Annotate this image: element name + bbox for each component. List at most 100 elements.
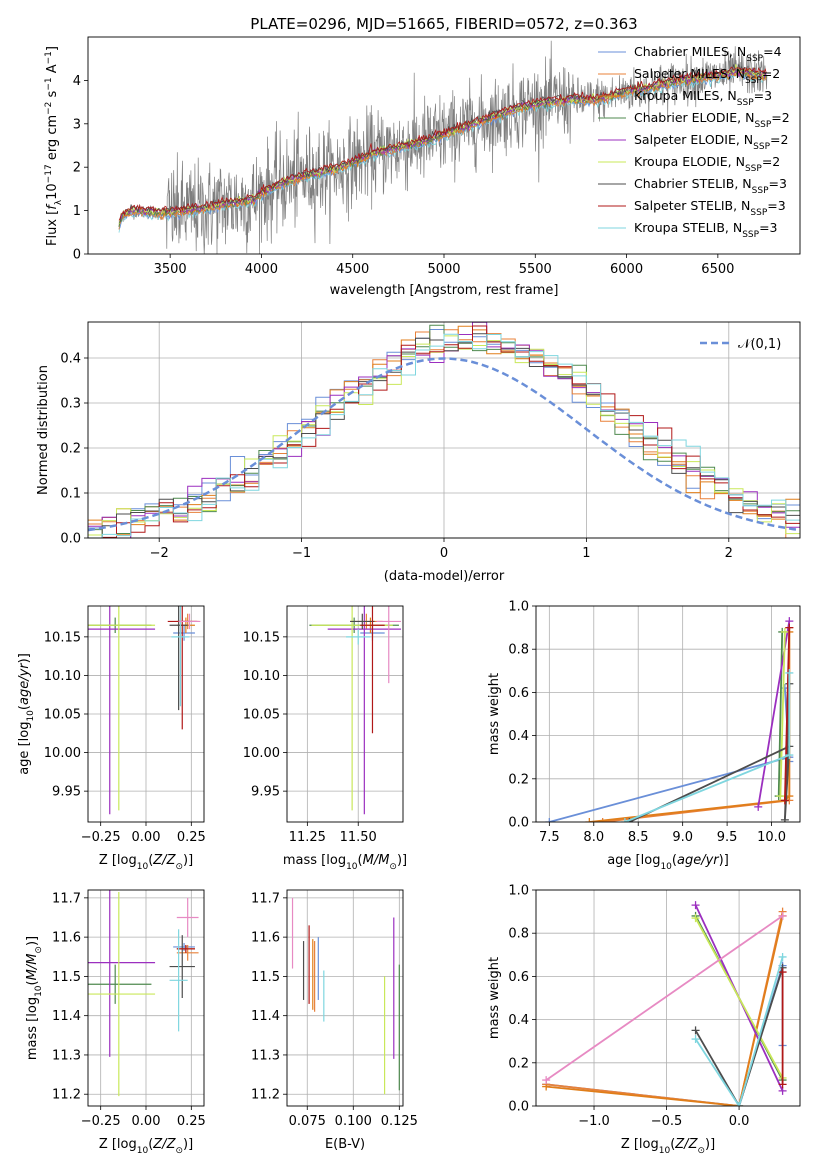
weight-marker (691, 901, 700, 910)
legend-label: Chabrier STELIB, NSSP=3 (634, 176, 787, 196)
legend-label: Salpeter STELIB, NSSP=3 (634, 198, 786, 218)
plot-area (88, 890, 199, 1097)
y-tick-label: 9.95 (251, 785, 280, 800)
y-axis-label: mass weight (487, 673, 502, 755)
x-axis-label: Z [log10(Z/Z⊙)] (99, 1137, 193, 1156)
x-tick-label: −2 (150, 546, 169, 561)
weight-line (546, 915, 784, 1106)
plot-area (542, 901, 787, 1106)
chart-weight_vs_Z: −1.0 −0.5 0.0 0.0 0.2 0.4 0.6 0.8 1.0 Z [log10(Z/… (487, 884, 801, 1156)
x-axis-label: E(B-V) (325, 1137, 365, 1152)
x-tick-label: −0.25 (81, 830, 121, 845)
y-tick-label: 11.2 (52, 1088, 81, 1103)
axes: 3500 4000 4500 5000 5500 6000 6500 0 1 2 3 4 (73, 74, 735, 277)
y-tick-label: 11.6 (52, 931, 81, 946)
x-tick-label: 0.00 (132, 830, 161, 845)
y-tick-label: 0.4 (60, 352, 81, 367)
x-axis-label: Z [log10(Z/Z⊙)] (99, 853, 193, 872)
normal-curve (88, 357, 800, 532)
y-tick-label: 0.4 (508, 729, 529, 744)
y-tick-label: 10.15 (243, 630, 280, 645)
y-tick-label: 0.1 (60, 487, 81, 502)
weight-marker (585, 818, 594, 822)
y-tick-label: 1.0 (508, 884, 529, 899)
y-tick-label: 1 (73, 204, 81, 219)
weight-marker (778, 968, 787, 977)
chart-age_vs_Z: −0.25 0.00 0.25 9.95 10.00 10.05 10.10 10.15 Z [… (17, 605, 206, 872)
axes: −1.0 −0.5 0.0 0.0 0.2 0.4 0.6 0.8 1.0 (508, 884, 749, 1130)
weight-line (624, 673, 791, 822)
y-tick-label: 11.7 (52, 891, 81, 906)
weight-marker (778, 1080, 787, 1089)
x-tick-label: 1 (582, 546, 590, 561)
x-tick-label: 5000 (427, 262, 460, 277)
y-tick-label: 11.3 (251, 1048, 280, 1063)
chart-mass_vs_Z: −0.25 0.00 0.25 11.2 11.3 11.4 11.5 11.6 11.7 Z [… (25, 889, 206, 1156)
x-tick-label: 0.25 (177, 1114, 206, 1129)
x-tick-label: 6000 (610, 262, 643, 277)
weight-line (694, 917, 784, 1079)
axes-frame (535, 889, 801, 1107)
plot-area (118, 40, 768, 254)
axes-frame (87, 605, 205, 823)
chart-weight_vs_age: 7.5 8.0 8.5 9.0 9.5 10.0 0.0 0.2 0.4 0.6 0.8 1.0 age… (487, 600, 801, 872)
y-tick-label: 4 (73, 74, 81, 89)
x-tick-label: 8.5 (628, 830, 649, 845)
x-tick-label: 7.5 (539, 830, 560, 845)
x-axis-label: mass [log10(M/M⊙)] (283, 853, 407, 872)
model-spectrum-kroupa-elodie (118, 64, 767, 224)
x-tick-label: 0.075 (289, 1114, 326, 1129)
weight-marker (785, 668, 794, 677)
axes-frame (535, 605, 801, 823)
y-tick-label: 0.8 (508, 927, 529, 942)
figure-title: PLATE=0296, MJD=51665, FIBERID=0572, z=0… (250, 15, 637, 33)
x-tick-label: 0.25 (177, 830, 206, 845)
y-axis-label: mass [log10(M/M⊙)] (25, 936, 44, 1060)
y-tick-label: 10.00 (44, 746, 81, 761)
y-tick-label: 0 (73, 248, 81, 263)
weight-marker (735, 1102, 744, 1106)
x-tick-label: 11.50 (340, 830, 377, 845)
x-tick-label: −0.25 (81, 1114, 121, 1129)
x-tick-label: 9.0 (672, 830, 693, 845)
x-tick-label: 5500 (519, 262, 552, 277)
weight-marker (598, 818, 607, 822)
histogram-salpeter-stelib (88, 325, 800, 538)
axes-frame (87, 36, 801, 255)
y-tick-label: 11.6 (251, 931, 280, 946)
weight-marker (785, 751, 794, 760)
legend-label: Chabrier MILES, NSSP=4 (634, 44, 782, 64)
x-axis-label: (data-model)/error (384, 569, 505, 584)
model-spectrum-chabrier-elodie (118, 67, 767, 228)
y-tick-label: 2 (73, 161, 81, 176)
y-axis-label: Flux [fλ10−17 erg cm−2 s−1 A−1] (44, 46, 64, 246)
y-tick-label: 9.95 (52, 785, 81, 800)
weight-marker (691, 914, 700, 923)
y-axis-label: Normed distribution (36, 365, 51, 495)
weight-marker (542, 1076, 551, 1085)
y-tick-label: 10.05 (44, 708, 81, 723)
x-tick-label: 9.5 (717, 830, 738, 845)
weight-line (694, 956, 784, 1106)
histogram-kroupa-stelib (88, 333, 800, 538)
weight-marker (545, 818, 554, 822)
axes: 0.075 0.100 0.125 11.2 11.3 11.4 11.5 11.6 11.7 (251, 891, 418, 1129)
axes-frame (87, 321, 801, 539)
axes-frame (286, 889, 404, 1107)
legend-label: Kroupa MILES, NSSP=3 (634, 88, 772, 108)
y-tick-label: 11.2 (251, 1088, 280, 1103)
axes-frame (286, 605, 404, 823)
y-axis-label: mass weight (487, 957, 502, 1039)
weight-line (549, 688, 791, 822)
y-tick-label: 1.0 (508, 600, 529, 615)
legend-label: Chabrier ELODIE, NSSP=2 (634, 110, 790, 130)
weight-marker (785, 623, 794, 632)
axes: −2 −1 0 1 2 0.0 0.1 0.2 0.3 0.4 (60, 352, 733, 562)
y-tick-label: 0.2 (508, 1056, 529, 1071)
grid (88, 890, 204, 1106)
x-tick-label: 0.0 (729, 1114, 750, 1129)
x-tick-label: −1 (292, 546, 311, 561)
weight-line (784, 627, 791, 801)
y-tick-label: 0.0 (508, 1100, 529, 1115)
x-tick-label: 11.25 (289, 830, 326, 845)
